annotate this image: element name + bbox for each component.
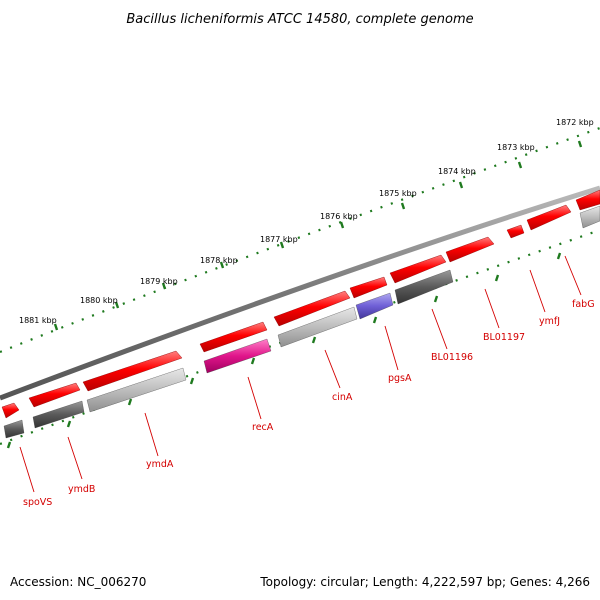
gene-label[interactable]: spoVS xyxy=(23,497,52,508)
genome-backbone xyxy=(0,185,600,401)
gene-label[interactable]: ymdA xyxy=(146,459,174,470)
gene-feature[interactable] xyxy=(203,338,272,374)
scale-label: 1875 kbp xyxy=(379,189,417,198)
gene-feature[interactable] xyxy=(3,419,25,439)
gene-feature[interactable] xyxy=(277,306,358,348)
major-ticks-inner xyxy=(6,252,562,449)
gene-feature[interactable] xyxy=(575,189,600,211)
major-ticks-outer xyxy=(53,140,583,331)
map-title: Bacillus licheniformis ATCC 14580, compl… xyxy=(126,12,473,27)
scale-labels: 1881 kbp 1880 kbp 1879 kbp 1878 kbp 1877… xyxy=(19,118,594,325)
gene-feature[interactable] xyxy=(355,292,394,320)
scale-label: 1876 kbp xyxy=(320,212,358,221)
gene-label[interactable]: pgsA xyxy=(388,373,412,384)
gene-label[interactable]: ymdB xyxy=(68,484,95,495)
gene-feature[interactable] xyxy=(506,224,525,239)
forward-genes xyxy=(1,189,600,419)
gene-feature[interactable] xyxy=(349,276,388,299)
scale-label: 1880 kbp xyxy=(80,296,118,305)
gene-feature[interactable] xyxy=(199,321,268,353)
reverse-genes xyxy=(3,205,600,439)
gene-label[interactable]: fabG xyxy=(572,299,595,310)
gene-feature[interactable] xyxy=(526,204,572,231)
gene-labels: spoVS ymdB ymdA recA cinA pgsA BL01196 B… xyxy=(23,299,595,508)
gene-feature[interactable] xyxy=(579,205,600,229)
gene-label[interactable]: recA xyxy=(252,422,274,433)
gene-feature[interactable] xyxy=(86,367,187,413)
gene-feature[interactable] xyxy=(28,382,81,408)
label-leaders xyxy=(19,255,582,493)
accession-text: Accession: NC_006270 xyxy=(10,575,147,589)
scale-label: 1877 kbp xyxy=(260,235,298,244)
scale-label: 1881 kbp xyxy=(19,316,57,325)
gene-feature[interactable] xyxy=(445,236,495,263)
scale-label: 1874 kbp xyxy=(438,167,476,176)
scale-label: 1879 kbp xyxy=(140,277,178,286)
genome-stats-text: Topology: circular; Length: 4,222,597 bp… xyxy=(260,575,590,589)
gene-label[interactable]: BL01197 xyxy=(483,332,525,343)
scale-label: 1878 kbp xyxy=(200,256,238,265)
gene-label[interactable]: BL01196 xyxy=(431,352,473,363)
scale-label: 1872 kbp xyxy=(556,118,594,127)
gene-feature[interactable] xyxy=(82,350,183,392)
gene-feature[interactable] xyxy=(32,400,85,429)
gene-label[interactable]: ymfJ xyxy=(539,316,560,327)
gene-feature[interactable] xyxy=(1,402,20,419)
gene-feature[interactable] xyxy=(394,269,454,305)
scale-arc-outer xyxy=(0,126,600,354)
scale-label: 1873 kbp xyxy=(497,143,535,152)
gene-label[interactable]: cinA xyxy=(332,392,353,403)
gene-feature[interactable] xyxy=(273,290,351,327)
gene-feature[interactable] xyxy=(389,254,447,284)
